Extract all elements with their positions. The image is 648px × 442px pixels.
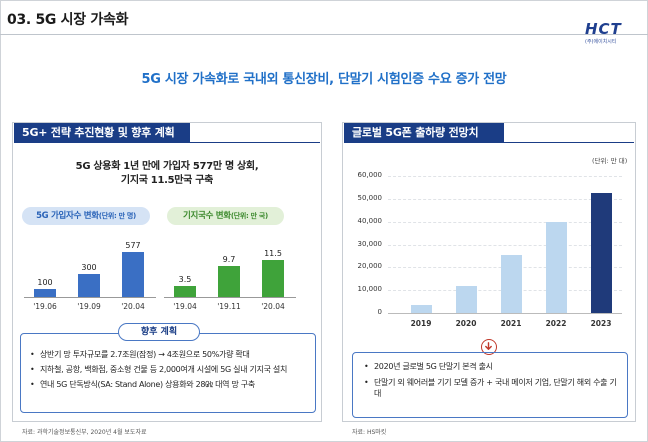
- forecast-bullets: 2020년 글로벌 5G 단말기 본격 출시 단말기 외 웨어러블 기기 모델 …: [362, 361, 622, 404]
- shipment-header-rule: [344, 142, 634, 143]
- left-source: 자료: 과학기술정보통신부, 2020년 4월 보도자료: [22, 429, 147, 436]
- shipment-bar: [501, 254, 522, 313]
- y-axis-tick-label: 0: [377, 308, 382, 316]
- x-axis-tick-label: 2023: [590, 319, 612, 328]
- subscribers-value-label: 100: [37, 278, 53, 288]
- y-gridline: [388, 198, 622, 200]
- x-axis-tick-label: 2019: [410, 319, 432, 328]
- subscribers-baseline: [24, 297, 156, 298]
- base-stations-tick-label: '20.04: [261, 302, 285, 311]
- y-gridline: [388, 244, 622, 246]
- subscribers-value-label: 300: [81, 262, 97, 272]
- subscribers-bar: [78, 273, 100, 297]
- outlook-bullet: 연내 5G 단독방식(SA: Stand Alone) 상용화와 28㎓ 대역 …: [28, 379, 314, 390]
- subscribers-chart-label: 5G 가입자수 변화(단위: 만 명): [22, 207, 150, 225]
- y-axis-tick-label: 30,000: [357, 239, 383, 248]
- shipment-bar: [411, 305, 432, 313]
- outlook-title: 향후 계획: [118, 323, 200, 341]
- base-stations-bar: [174, 285, 196, 297]
- shipment-bar: [456, 285, 477, 313]
- outlook-bullet: 상반기 망 투자규모를 2.7조원(잠정) → 4조원으로 50%가량 확대: [28, 349, 314, 360]
- y-gridline: [388, 221, 622, 223]
- x-axis-line: [388, 313, 622, 314]
- subscribers-bar: [122, 252, 144, 297]
- base-stations-baseline: [164, 297, 296, 298]
- slide-headline: 5G 시장 가속화로 국내외 통신장비, 단말기 시험인증 수요 증가 전망: [141, 72, 507, 87]
- summary-line-2: 기지국 11.5만국 구축: [120, 175, 214, 186]
- subscribers-tick-label: '19.06: [33, 302, 57, 311]
- base-stations-unit-text: (단위: 만 국): [230, 212, 268, 220]
- strategy-header-rule: [14, 142, 320, 143]
- y-axis-tick-label: 40,000: [357, 216, 383, 225]
- summary-line-1: 5G 상용화 1년 만에 가입자 577만 명 상회,: [75, 161, 259, 172]
- y-axis-tick-label: 60,000: [357, 171, 383, 179]
- x-axis-tick-label: 2021: [500, 319, 522, 328]
- strategy-summary: 5G 상용화 1년 만에 가입자 577만 명 상회, 기지국 11.5만국 구…: [12, 160, 322, 188]
- subscribers-unit-text: (단위: 만 명): [98, 212, 136, 220]
- title-divider: [0, 34, 648, 35]
- shipment-bar: [546, 221, 567, 313]
- hct-logo: HCT (주)에이치시티: [585, 20, 635, 48]
- subscribers-tick-label: '20.04: [121, 302, 145, 311]
- subscribers-label-text: 5G 가입자수 변화: [36, 211, 99, 221]
- logo-subtitle: (주)에이치시티: [585, 39, 617, 45]
- logo-text: HCT: [585, 20, 622, 38]
- base-stations-label-text: 기지국수 변화: [183, 211, 231, 221]
- subscribers-value-label: 577: [125, 241, 141, 250]
- shipment-panel-header: 글로벌 5G폰 출하량 전망치: [344, 123, 504, 143]
- right-source: 자료: HS마킷: [352, 429, 387, 436]
- y-axis-tick-label: 20,000: [357, 262, 383, 271]
- subscribers-tick-label: '19.09: [77, 302, 101, 311]
- base-stations-value-label: 3.5: [178, 274, 192, 284]
- base-stations-bar: [218, 265, 240, 297]
- x-axis-tick-label: 2020: [455, 319, 477, 328]
- strategy-panel-header: 5G+ 전략 추진현황 및 향후 계획: [14, 123, 190, 143]
- base-stations-value-label: 11.5: [264, 249, 282, 258]
- y-axis-tick-label: 10,000: [357, 285, 383, 294]
- shipment-unit-label: (단위: 만 대): [592, 157, 628, 165]
- forecast-bullet: 2020년 글로벌 5G 단말기 본격 출시: [362, 361, 622, 372]
- base-stations-tick-label: '19.11: [217, 302, 241, 311]
- y-axis-tick-label: 50,000: [357, 193, 383, 202]
- shipment-bar: [591, 193, 612, 313]
- y-gridline: [388, 176, 622, 177]
- base-stations-value-label: 9.7: [222, 254, 236, 264]
- subscribers-bar: [34, 289, 56, 297]
- forecast-box: [352, 352, 628, 418]
- base-stations-bar: [262, 260, 284, 297]
- x-axis-tick-label: 2022: [545, 319, 567, 328]
- base-stations-chart-label: 기지국수 변화(단위: 만 국): [167, 207, 284, 225]
- down-arrow-icon: [481, 339, 497, 355]
- page-title: 03. 5G 시장 가속화: [7, 12, 129, 28]
- outlook-bullet: 지하철, 공항, 백화점, 중소형 건물 등 2,000여개 시설에 5G 실내…: [28, 364, 314, 375]
- shipment-panel: [342, 122, 636, 422]
- outlook-bullets: 상반기 망 투자규모를 2.7조원(잠정) → 4조원으로 50%가량 확대 지…: [28, 349, 314, 394]
- forecast-bullet: 단말기 외 웨어러블 기기 모델 증가 + 국내 메이저 기업, 단말기 해외 …: [362, 377, 622, 399]
- base-stations-tick-label: '19.04: [173, 302, 197, 311]
